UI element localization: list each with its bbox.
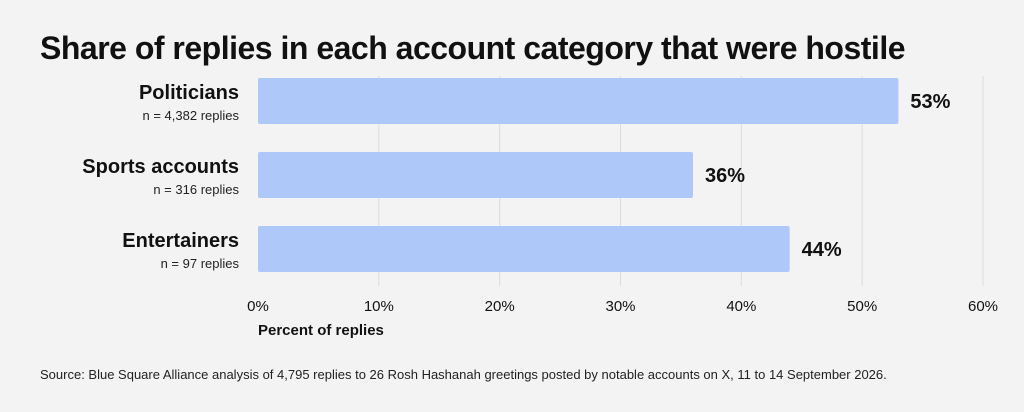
source-note: Source: Blue Square Alliance analysis of…: [40, 367, 887, 382]
category-sublabel-politicians: n = 4,382 replies: [143, 108, 240, 123]
category-sublabel-sports-accounts: n = 316 replies: [153, 182, 239, 197]
value-label-politicians: 53%: [910, 91, 950, 113]
x-tick-label-20: 20%: [485, 298, 515, 315]
value-label-entertainers: 44%: [802, 239, 842, 261]
x-tick-label-10: 10%: [364, 298, 394, 315]
x-tick-label-60: 60%: [968, 298, 998, 315]
category-sublabel-entertainers: n = 97 replies: [161, 256, 240, 271]
value-label-sports-accounts: 36%: [705, 165, 745, 187]
bar-politicians: [258, 78, 899, 124]
x-tick-label-30: 30%: [605, 298, 635, 315]
bar-entertainers: [258, 226, 790, 272]
chart-title: Share of replies in each account categor…: [40, 30, 906, 66]
x-tick-label-50: 50%: [847, 298, 877, 315]
category-label-politicians: Politicians: [139, 82, 239, 104]
x-tick-label-0: 0%: [247, 298, 269, 315]
category-label-entertainers: Entertainers: [122, 230, 239, 252]
category-label-sports-accounts: Sports accounts: [82, 156, 239, 178]
x-tick-label-40: 40%: [726, 298, 756, 315]
bars: [258, 78, 899, 272]
x-axis-title: Percent of replies: [258, 322, 384, 339]
bar-sports-accounts: [258, 152, 693, 198]
labels: 0% 10% 20% 30% 40% 50% 60% 53% Politicians n = 4,…: [82, 82, 998, 315]
